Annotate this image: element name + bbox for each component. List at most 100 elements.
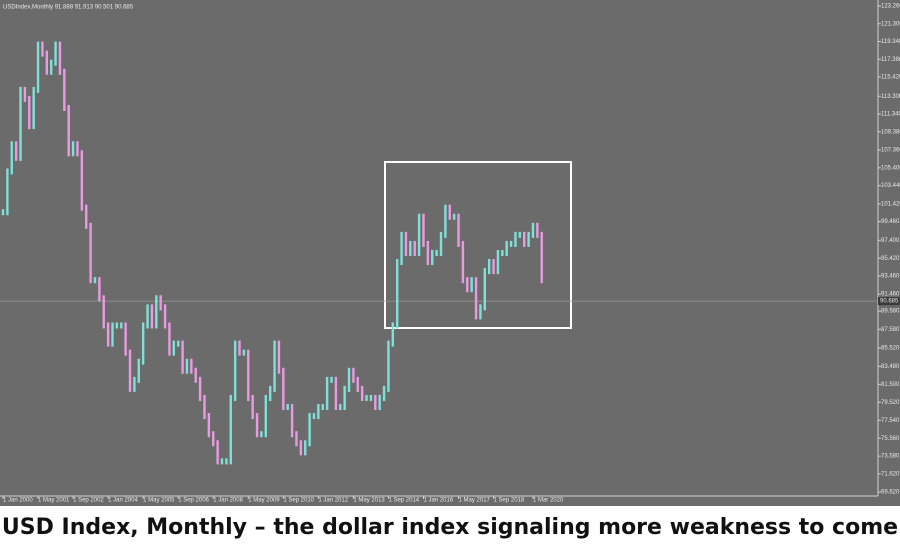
price-bar	[212, 431, 215, 447]
price-bar	[347, 367, 351, 392]
price-bar	[378, 394, 381, 411]
price-bar	[190, 358, 193, 374]
price-bar	[247, 349, 250, 401]
y-tick-label: 87.580	[881, 327, 900, 333]
price-bar	[452, 213, 456, 220]
price-bar	[102, 295, 105, 329]
price-bar	[290, 404, 294, 438]
price-bar	[343, 385, 346, 411]
price-bar	[295, 431, 298, 447]
price-bar	[277, 340, 281, 374]
y-tick-label: 103.440	[881, 183, 900, 189]
price-bar	[387, 340, 390, 392]
price-bar	[63, 68, 66, 112]
price-bar	[128, 349, 132, 392]
y-tick-label: 105.400	[881, 165, 900, 171]
price-bar	[286, 404, 289, 411]
price-bar	[181, 340, 184, 374]
price-bar	[457, 213, 460, 247]
price-bar	[80, 150, 84, 211]
price-bar	[339, 404, 342, 411]
price-bar	[330, 376, 333, 383]
y-tick-label: 91.460	[881, 292, 900, 298]
y-tick-label: 73.580	[881, 454, 900, 460]
x-tick-label: 1 Sep 2010	[283, 498, 314, 504]
price-bar	[312, 413, 316, 420]
y-tick-label: 111.340	[881, 112, 900, 118]
y-tick-label: 109.380	[881, 129, 900, 135]
price-bar	[531, 222, 535, 238]
price-bar	[426, 240, 430, 266]
price-tag	[878, 297, 900, 306]
y-tick-label: 89.580	[881, 309, 900, 315]
price-bar	[233, 340, 237, 401]
price-bar	[32, 86, 35, 130]
price-bar	[76, 141, 79, 157]
chart-background	[0, 0, 900, 506]
price-bar	[396, 259, 399, 329]
chart: USDIndex,Monthly 91.888 91.913 90.501 90…	[0, 0, 900, 506]
price-bar	[28, 95, 31, 130]
chart-header: USDIndex,Monthly 91.888 91.913 90.501 90…	[3, 5, 134, 11]
price-bar	[317, 404, 320, 420]
x-tick-label: 1 Jan 2012	[318, 498, 348, 504]
price-bar	[19, 86, 22, 161]
price-bar	[527, 231, 530, 247]
y-tick-label: 79.520	[881, 400, 900, 406]
y-tick-label: 123.260	[881, 4, 900, 10]
price-bar	[369, 394, 373, 401]
price-bar	[382, 385, 386, 401]
price-bar	[273, 340, 276, 392]
price-bar	[260, 431, 263, 438]
price-bar	[106, 322, 110, 347]
price-bar	[391, 322, 395, 347]
price-bar	[185, 358, 189, 374]
price-bar	[150, 304, 154, 329]
x-tick-label: 1 Sep 2018	[494, 498, 525, 504]
price-bar	[89, 222, 92, 284]
price-bar	[255, 413, 259, 438]
price-bar	[10, 141, 13, 175]
y-tick-label: 69.620	[881, 490, 900, 496]
y-tick-label: 83.480	[881, 364, 900, 370]
price-bar	[133, 376, 136, 392]
price-bar	[194, 367, 197, 383]
price-bar	[207, 413, 211, 438]
price-bar	[299, 440, 303, 456]
price-bar	[444, 204, 447, 238]
price-bar	[431, 249, 434, 266]
price-bar	[41, 41, 44, 57]
price-bar	[308, 413, 311, 447]
y-tick-label: 117.380	[881, 57, 900, 63]
price-bar	[98, 277, 101, 302]
price-bar	[304, 440, 307, 456]
y-tick-label: 93.460	[881, 274, 900, 280]
price-bar	[360, 385, 364, 401]
price-bar	[225, 458, 228, 465]
price-bar	[251, 394, 254, 420]
price-bar	[85, 204, 88, 229]
price-bar	[216, 440, 219, 465]
price-bar	[120, 322, 123, 329]
price-bar	[422, 213, 425, 247]
y-tick-label: 99.460	[881, 219, 900, 225]
price-bar	[334, 376, 338, 411]
y-tick-label: 95.420	[881, 256, 900, 262]
y-tick-label: 115.420	[881, 75, 900, 81]
price-bar	[93, 277, 97, 284]
price-bar	[523, 231, 526, 247]
price-bar	[325, 376, 329, 411]
price-bar	[163, 304, 167, 329]
price-bar	[264, 394, 267, 438]
y-tick-label: 113.300	[881, 94, 900, 100]
price-bar	[203, 394, 206, 420]
price-bar	[168, 322, 171, 356]
price-bar	[1, 209, 5, 216]
price-bar	[435, 249, 438, 256]
y-tick-label: 71.620	[881, 471, 900, 477]
y-tick-label: 81.500	[881, 382, 900, 388]
price-bar	[474, 277, 478, 320]
price-bar	[479, 304, 482, 320]
price-bar	[492, 259, 495, 275]
y-tick-label: 85.520	[881, 346, 900, 352]
